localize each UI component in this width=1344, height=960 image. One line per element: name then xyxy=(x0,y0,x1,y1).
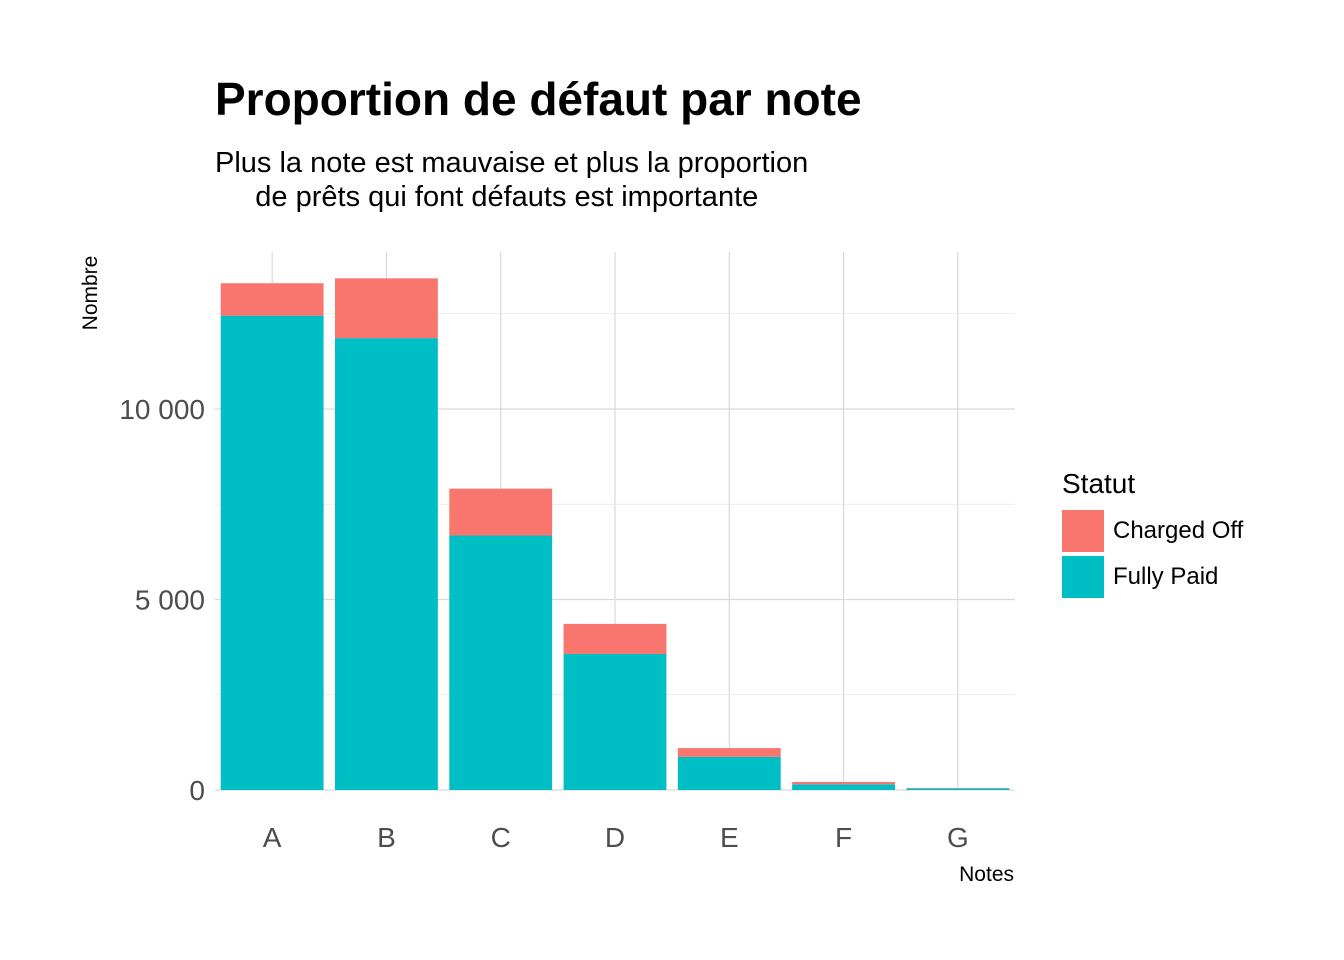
bar-fully-paid-g xyxy=(906,788,1010,790)
bar-fully-paid-b xyxy=(335,338,438,790)
legend-item-fully-paid: Fully Paid xyxy=(1062,554,1243,600)
y-tick-label: 0 xyxy=(189,775,205,806)
chart-subtitle: Plus la note est mauvaise et plus la pro… xyxy=(215,147,809,213)
x-tick-label-d: D xyxy=(605,822,625,853)
legend: Statut Charged Off Fully Paid xyxy=(1062,468,1243,600)
bar-fully-paid-a xyxy=(220,315,324,790)
legend-label-charged-off: Charged Off xyxy=(1113,517,1244,544)
x-tick-label-c: C xyxy=(491,822,511,853)
y-tick-label: 5 000 xyxy=(135,585,205,616)
y-tick-label: 10 000 xyxy=(119,394,205,425)
x-tick-label-a: A xyxy=(263,822,282,853)
x-tick-label-g: G xyxy=(947,822,969,853)
bar-fully-paid-e xyxy=(677,756,781,790)
legend-title: Statut xyxy=(1062,468,1136,499)
bar-fully-paid-c xyxy=(449,535,553,790)
bar-charged-off-b xyxy=(335,278,438,339)
bar-charged-off-f xyxy=(792,781,895,785)
legend-swatch-fully-paid xyxy=(1062,556,1104,598)
legend-label-fully-paid: Fully Paid xyxy=(1113,563,1219,590)
x-tick-label-f: F xyxy=(835,822,852,853)
y-axis-ticks: 0 5 000 10 000 xyxy=(119,394,205,806)
bar-charged-off-d xyxy=(563,623,667,654)
y-axis-label: Nombre xyxy=(79,256,102,331)
x-tick-label-e: E xyxy=(720,822,739,853)
bar-fully-paid-d xyxy=(563,653,667,790)
bar-charged-off-a xyxy=(220,283,324,316)
chart-title: Proportion de défaut par note xyxy=(215,73,862,125)
x-axis-ticks: A B C D E F G xyxy=(263,822,969,853)
bar-fully-paid-f xyxy=(792,784,895,790)
legend-item-charged-off: Charged Off xyxy=(1062,508,1243,554)
bars xyxy=(220,278,1010,790)
legend-swatch-charged-off xyxy=(1062,510,1104,552)
x-tick-label-b: B xyxy=(377,822,396,853)
x-axis-label: Notes xyxy=(959,863,1014,886)
bar-charged-off-c xyxy=(449,488,553,536)
bar-charged-off-e xyxy=(677,748,781,757)
